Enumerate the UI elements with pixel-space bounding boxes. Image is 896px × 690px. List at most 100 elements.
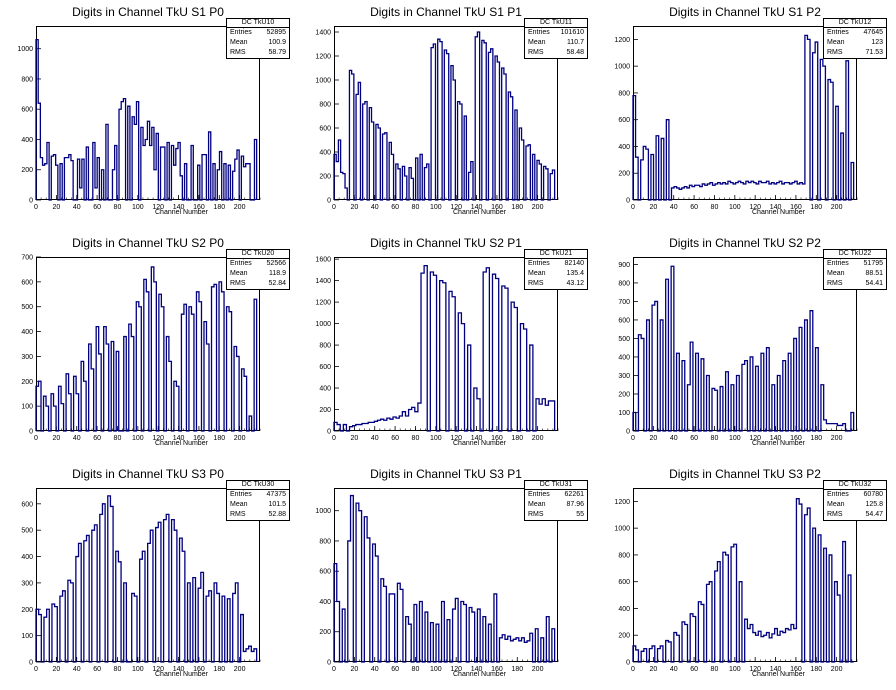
stats-row-rms: RMS 58.48 bbox=[525, 48, 587, 58]
x-tick-label: 140 bbox=[173, 204, 185, 211]
y-tick-label: 800 bbox=[21, 76, 33, 83]
histogram-title: Digits in Channel TkU S2 P2 bbox=[669, 236, 821, 250]
stats-box: DC TkU31 Entries 62261 Mean 87.96 RMS 55 bbox=[524, 480, 588, 521]
stats-value: 135.4 bbox=[566, 270, 584, 277]
y-tick-label: 400 bbox=[21, 554, 33, 561]
y-tick-label: 500 bbox=[21, 528, 33, 535]
stats-key: RMS bbox=[827, 511, 843, 518]
y-tick-label: 1000 bbox=[315, 78, 331, 85]
stats-value: 123 bbox=[871, 39, 883, 46]
x-tick-label: 120 bbox=[749, 435, 761, 442]
stats-key: Mean bbox=[827, 270, 845, 277]
stats-key: RMS bbox=[230, 49, 246, 56]
stats-name: DC TkU11 bbox=[525, 19, 587, 28]
stats-value: 110.7 bbox=[567, 39, 584, 46]
stats-box: DC TkU20 Entries 52566 Mean 118.9 RMS 52.84 bbox=[226, 249, 290, 290]
y-tick-label: 1600 bbox=[315, 257, 331, 264]
stats-row-rms: RMS 58.79 bbox=[227, 48, 289, 58]
stats-row-rms: RMS 52.84 bbox=[227, 279, 289, 289]
y-tick-label: 200 bbox=[319, 407, 331, 414]
x-tick-label: 120 bbox=[152, 666, 164, 673]
stats-box: DC TkU21 Entries 82140 Mean 135.4 RMS 43.12 bbox=[524, 249, 588, 290]
y-tick-label: 400 bbox=[618, 606, 630, 613]
stats-row-rms: RMS 54.41 bbox=[824, 279, 886, 289]
histogram-pad: 0 20 40 60 80 100 120 140 160 180 200 0 200 400 600 800… bbox=[315, 257, 559, 442]
stats-value: 100.9 bbox=[268, 39, 286, 46]
x-tick-label: 60 bbox=[391, 435, 399, 442]
y-tick-label: 1000 bbox=[17, 46, 33, 53]
stats-key: Mean bbox=[528, 39, 546, 46]
histogram-series bbox=[35, 266, 258, 432]
histogram-pad: 0 20 40 60 80 100 120 140 160 180 200 0 100 200 300 400… bbox=[618, 257, 858, 442]
x-tick-label: 80 bbox=[711, 435, 719, 442]
x-tick-label: 20 bbox=[649, 666, 657, 673]
stats-box: DC TkU32 Entries 60780 Mean 125.8 RMS 54.47 bbox=[823, 480, 887, 521]
y-tick-label: 1200 bbox=[315, 300, 331, 307]
stats-key: Mean bbox=[230, 270, 248, 277]
stats-key: Entries bbox=[230, 29, 252, 36]
x-tick-label: 60 bbox=[391, 666, 399, 673]
histogram-plot: 0 20 40 60 80 100 120 140 160 180 200 0 200 400 600 800… bbox=[614, 488, 858, 673]
histogram-series bbox=[35, 38, 258, 201]
histogram-series bbox=[333, 494, 556, 663]
stats-box: DC TkU30 Entries 47375 Mean 101.5 RMS 52.88 bbox=[226, 480, 290, 521]
stats-value: 54.41 bbox=[865, 280, 883, 287]
y-tick-label: 0 bbox=[626, 429, 630, 436]
x-tick-label: 200 bbox=[532, 666, 544, 673]
y-tick-label: 200 bbox=[319, 174, 331, 181]
x-tick-label: 20 bbox=[350, 204, 358, 211]
x-tick-label: 100 bbox=[430, 435, 442, 442]
stats-key: RMS bbox=[528, 49, 544, 56]
stats-value: 51795 bbox=[863, 260, 883, 267]
x-tick-label: 160 bbox=[193, 435, 205, 442]
histogram-plot: 0 20 40 60 80 100 120 140 160 180 200 0 200 400 600 800… bbox=[315, 26, 559, 211]
stats-value: 101610 bbox=[560, 29, 584, 36]
x-tick-label: 100 bbox=[132, 435, 144, 442]
x-tick-label: 0 bbox=[332, 666, 336, 673]
y-tick-label: 0 bbox=[327, 198, 331, 205]
x-tick-label: 0 bbox=[332, 204, 336, 211]
y-tick-label: 800 bbox=[319, 343, 331, 350]
x-tick-label: 40 bbox=[371, 666, 379, 673]
y-tick-label: 200 bbox=[618, 171, 630, 178]
y-tick-label: 600 bbox=[618, 317, 630, 324]
x-tick-label: 180 bbox=[511, 204, 523, 211]
stats-value: 87.96 bbox=[566, 501, 584, 508]
stats-key: Entries bbox=[528, 260, 550, 267]
y-tick-label: 300 bbox=[21, 354, 33, 361]
x-tick-label: 100 bbox=[729, 435, 741, 442]
x-tick-label: 200 bbox=[234, 435, 246, 442]
y-tick-label: 600 bbox=[618, 579, 630, 586]
y-tick-label: 400 bbox=[319, 599, 331, 606]
x-tick-label: 40 bbox=[371, 435, 379, 442]
stats-row-rms: RMS 54.47 bbox=[824, 510, 886, 520]
y-tick-label: 0 bbox=[626, 660, 630, 667]
histogram-plot: 0 20 40 60 80 100 120 140 160 180 200 0 200 400 600 800… bbox=[17, 26, 261, 211]
stats-key: RMS bbox=[230, 511, 246, 518]
x-tick-label: 60 bbox=[93, 204, 101, 211]
y-tick-label: 100 bbox=[21, 404, 33, 411]
y-tick-label: 300 bbox=[21, 580, 33, 587]
x-tick-label: 20 bbox=[649, 204, 657, 211]
x-tick-label: 60 bbox=[690, 435, 698, 442]
x-tick-label: 140 bbox=[471, 666, 483, 673]
stats-key: RMS bbox=[528, 280, 544, 287]
stats-value: 125.8 bbox=[865, 501, 883, 508]
x-tick-label: 40 bbox=[670, 204, 678, 211]
x-tick-label: 120 bbox=[450, 435, 462, 442]
stats-value: 52.88 bbox=[268, 511, 286, 518]
x-tick-label: 140 bbox=[173, 666, 185, 673]
x-tick-label: 60 bbox=[690, 666, 698, 673]
stats-row-mean: Mean 123 bbox=[824, 38, 886, 48]
x-tick-label: 20 bbox=[52, 666, 60, 673]
histogram-title: Digits in Channel TkU S1 P0 bbox=[72, 5, 224, 19]
x-tick-label: 160 bbox=[790, 204, 802, 211]
y-tick-label: 0 bbox=[626, 198, 630, 205]
histogram-title: Digits in Channel TkU S3 P1 bbox=[370, 467, 522, 481]
x-tick-label: 20 bbox=[350, 666, 358, 673]
stats-value: 54.47 bbox=[865, 511, 883, 518]
stats-value: 58.79 bbox=[268, 49, 286, 56]
y-tick-label: 800 bbox=[319, 538, 331, 545]
stats-row-mean: Mean 118.9 bbox=[227, 269, 289, 279]
y-tick-label: 1200 bbox=[614, 499, 630, 506]
